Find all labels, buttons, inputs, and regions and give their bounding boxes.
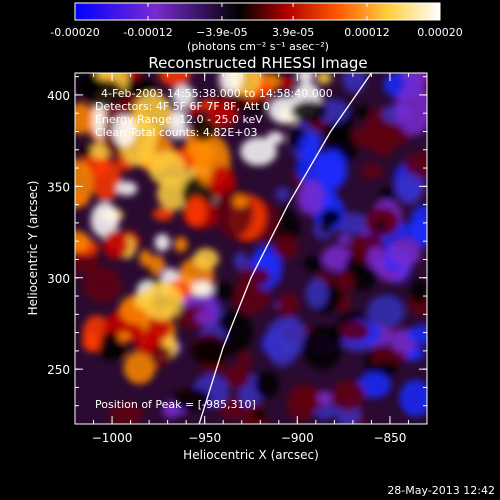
colorbar-tick-label: −3.9e-05 — [196, 26, 247, 39]
colorbar-tick-label: -0.00020 — [50, 26, 99, 39]
x-axis: −1000 −950 −900 −850 — [74, 73, 428, 445]
annotations: 4-Feb-2003 14:55:38.000 to 14:58:40.000 … — [95, 87, 333, 411]
footer-timestamp: 28-May-2013 12:42 — [387, 484, 495, 497]
y-tick-label: 250 — [47, 363, 70, 377]
x-tick-label: −1000 — [92, 431, 133, 445]
chart-title: Reconstructed RHESSI Image — [148, 54, 367, 72]
x-tick-label: −850 — [373, 431, 406, 445]
y-tick-label: 350 — [47, 180, 70, 194]
x-tick-label: −950 — [188, 431, 221, 445]
annotation-energy: Energy Range: 12.0 - 25.0 keV — [95, 113, 263, 126]
colorbar-tick-label: 0.00012 — [344, 26, 390, 39]
y-tick-label: 400 — [47, 89, 70, 103]
x-axis-label: Heliocentric X (arcsec) — [183, 448, 319, 462]
x-tick-label: −900 — [281, 431, 314, 445]
annotation-time: 4-Feb-2003 14:55:38.000 to 14:58:40.000 — [101, 87, 333, 100]
y-tick-label: 300 — [47, 272, 70, 286]
colorbar-tick-label: 3.9e-05 — [272, 26, 314, 39]
plot-frame — [74, 72, 428, 425]
colorbar-gradient — [74, 2, 441, 21]
annotation-detectors: Detectors: 4F 5F 6F 7F 8F, Att 0 — [95, 100, 270, 113]
colorbar-ticks: -0.00020 -0.00012 −3.9e-05 3.9e-05 0.00012 0.… — [50, 3, 463, 39]
colorbar-tick-label: -0.00012 — [123, 26, 172, 39]
annotation-peak: Position of Peak = [-985,310] — [95, 398, 256, 411]
annotation-clean: Clean Total counts: 4.82E+03 — [95, 126, 258, 139]
heatmap-area — [75, 73, 427, 424]
y-axis: 250 300 350 400 — [47, 76, 427, 407]
colorbar: -0.00020 -0.00012 −3.9e-05 3.9e-05 0.00012 0.… — [50, 2, 463, 53]
solar-limb-curve — [198, 73, 372, 424]
y-axis-label: Heliocentric Y (arcsec) — [26, 181, 40, 316]
colorbar-unit-label: (photons cm⁻² s⁻¹ asec⁻²) — [187, 40, 329, 53]
colorbar-tick-label: 0.00020 — [417, 26, 463, 39]
